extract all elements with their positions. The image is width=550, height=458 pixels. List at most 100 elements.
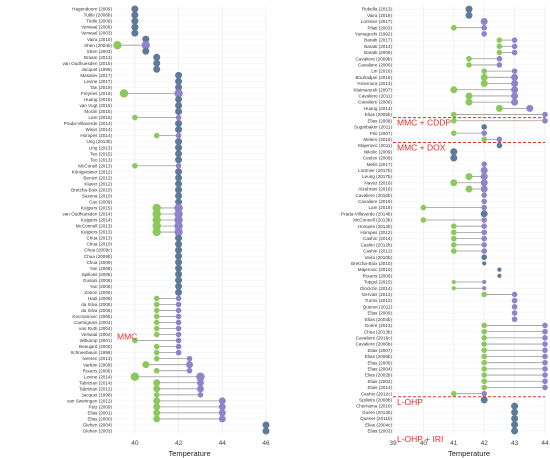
high-point (450, 148, 458, 156)
high-point (175, 258, 183, 266)
row-label: Moran (2015) (84, 109, 112, 114)
high-point (511, 414, 519, 422)
high-point (511, 297, 518, 304)
low-point (153, 325, 160, 332)
high-point (131, 17, 139, 25)
row-label: Kecmanovic (2005) (72, 314, 112, 319)
high-point (175, 168, 183, 176)
row-label: Vaira (2010) (87, 37, 112, 42)
x-axis-title: Temperature (168, 449, 210, 458)
low-point (132, 114, 138, 121)
low-point (153, 403, 161, 411)
low-point (450, 86, 458, 94)
high-point (450, 154, 458, 162)
high-point (480, 173, 488, 181)
high-point (175, 138, 183, 146)
low-point (481, 384, 488, 391)
high-point (511, 316, 518, 323)
high-point (511, 43, 518, 50)
low-point (496, 49, 503, 56)
low-point (451, 130, 457, 136)
low-point (451, 248, 457, 254)
high-point (175, 186, 183, 194)
high-point (175, 107, 183, 115)
row-label: Cavaliere (2016b) (355, 193, 392, 198)
row-label: Elias (2001) (87, 411, 112, 416)
high-point (196, 385, 204, 393)
row-label: da Silva (2006) (81, 302, 112, 307)
row-label: Cashin (2012c) (361, 391, 393, 396)
row-label: Ceelen (2008) (363, 156, 393, 161)
panel-mmc: Hagendoorn (2009)Tuttle (2006b)Tuttle (2… (62, 5, 270, 458)
high-point (511, 427, 519, 435)
high-point (175, 276, 183, 284)
row-label: Witkamp (2001) (80, 338, 113, 343)
low-point (495, 104, 503, 112)
row-label: Pilati (2003) (367, 25, 392, 30)
row-label: Tabrizian (2014) (79, 380, 112, 385)
row-label: Braam (2013) (84, 55, 113, 60)
high-point (482, 279, 487, 285)
high-point (175, 83, 183, 91)
x-tick-label: 41 (450, 440, 458, 447)
low-point (130, 372, 140, 381)
row-label: da Silva (2005) (81, 308, 112, 313)
high-point (542, 353, 548, 360)
high-point (480, 210, 488, 218)
high-point (153, 59, 161, 67)
high-point (175, 162, 182, 169)
high-point (197, 392, 204, 398)
row-label: Majerovic (2010) (358, 267, 393, 272)
x-tick-label: 42 (481, 440, 489, 447)
low-point (481, 335, 488, 341)
high-point (480, 18, 488, 26)
low-point (153, 367, 160, 374)
high-point (481, 390, 488, 397)
low-point (481, 328, 488, 335)
x-tick-label: 42 (175, 440, 183, 447)
low-point (153, 313, 160, 320)
low-point (451, 111, 457, 118)
row-label: Lam (2016) (369, 205, 393, 210)
high-point (142, 35, 150, 43)
row-label: Bretcha-Boix (2010) (351, 261, 392, 266)
high-point (175, 150, 183, 158)
low-point (466, 62, 472, 68)
low-point (450, 179, 458, 187)
high-point (542, 117, 548, 124)
row-label: Masalov (2017) (80, 73, 112, 78)
high-point (175, 331, 182, 338)
group-annotation: L-OHP + IRI (397, 434, 443, 444)
row-label: Cavaliere (2006) (358, 100, 392, 105)
row-label: Alzahrani (2016) (358, 187, 392, 192)
high-point (496, 62, 503, 68)
row-label: Lin (2016) (371, 69, 392, 74)
high-point (481, 254, 488, 261)
high-point (511, 73, 519, 81)
row-label: van Ruth (2004) (79, 326, 112, 331)
low-point (153, 385, 161, 393)
high-point (175, 319, 182, 326)
row-label: Verwaal (2003) (81, 31, 112, 36)
row-label: Pilo (2007) (370, 131, 393, 136)
high-point (153, 65, 161, 73)
row-label: Cashin (2012) (363, 249, 392, 254)
row-label: Elias (2002b) (365, 373, 393, 378)
high-point (175, 192, 183, 200)
high-point (542, 111, 548, 118)
high-point (174, 203, 183, 213)
high-point (175, 174, 183, 182)
high-point (497, 273, 502, 278)
row-label: Turrini (2012) (365, 298, 393, 303)
row-label: Pelz (2009) (89, 404, 113, 409)
low-point (119, 89, 129, 98)
row-label: Cavaliere (2011) (358, 94, 392, 99)
low-point (153, 397, 161, 405)
row-label: Chua (2009b) (84, 254, 113, 259)
low-point (152, 209, 161, 219)
high-point (175, 77, 183, 85)
row-label: Cavaliere (2009b) (355, 56, 392, 61)
high-point (511, 291, 518, 298)
low-point (451, 242, 457, 248)
high-point (542, 335, 548, 341)
